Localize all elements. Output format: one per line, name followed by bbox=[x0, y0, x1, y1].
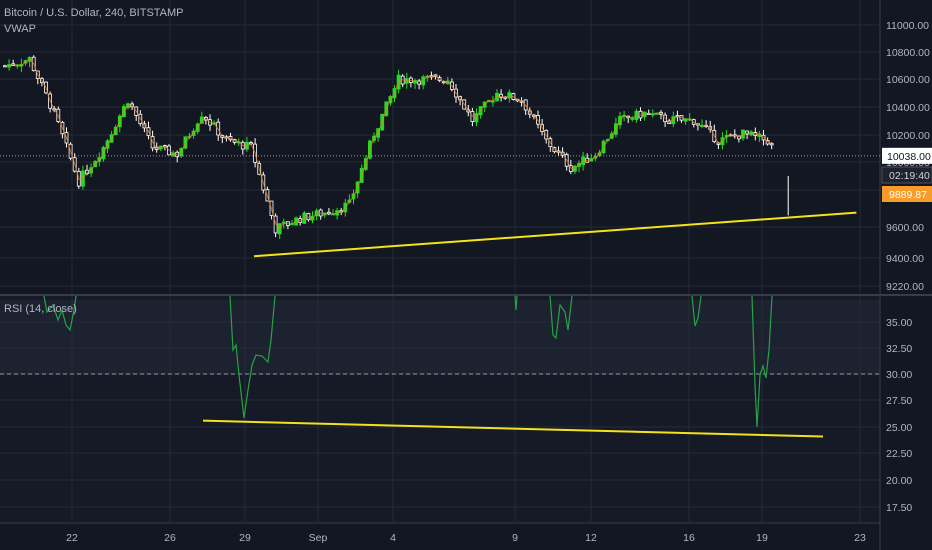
time-tick-label: 22 bbox=[66, 532, 78, 544]
time-tick-label: Sep bbox=[309, 532, 328, 544]
symbol-title: Bitcoin / U.S. Dollar, 240, BITSTAMP bbox=[4, 7, 184, 19]
rsi-line bbox=[514, 295, 518, 311]
rsi-tick-label: 27.50 bbox=[886, 395, 912, 407]
time-tick-label: 12 bbox=[585, 532, 597, 544]
rsi-line bbox=[751, 295, 773, 428]
rsi-band-fill bbox=[0, 299, 880, 374]
rsi-tick-label: 30.00 bbox=[886, 369, 912, 381]
candle-body bbox=[499, 93, 504, 98]
rsi-trendline[interactable] bbox=[202, 419, 824, 438]
crosshair-price-tag bbox=[882, 147, 932, 164]
rsi-indicator-label[interactable]: RSI (14, close) bbox=[4, 303, 77, 315]
rsi-tick-label: 25.00 bbox=[886, 422, 912, 434]
rsi-tick-label: 22.50 bbox=[886, 448, 912, 460]
price-tick-label: 9400.00 bbox=[886, 253, 924, 265]
price-tick-label: 9600.00 bbox=[886, 222, 924, 234]
countdown-text: 02:19:40 bbox=[889, 170, 930, 182]
time-tick-label: 23 bbox=[854, 532, 866, 544]
candle-body bbox=[417, 80, 422, 85]
time-tick-label: 26 bbox=[164, 532, 176, 544]
candle-body bbox=[306, 213, 311, 221]
time-tick-label: 9 bbox=[512, 532, 518, 544]
rsi-line bbox=[691, 295, 702, 327]
time-tick-label: 16 bbox=[683, 532, 695, 544]
price-tick-label: 10200.00 bbox=[886, 130, 930, 142]
vwap-indicator-label[interactable]: VWAP bbox=[4, 23, 36, 35]
rsi-tick-label: 35.00 bbox=[886, 317, 912, 329]
rsi-line bbox=[549, 295, 573, 340]
last-price-text: 9889.87 bbox=[889, 189, 927, 201]
rsi-line bbox=[229, 295, 276, 419]
time-tick-label: 4 bbox=[390, 532, 396, 544]
rsi-tick-label: 20.00 bbox=[886, 475, 912, 487]
candle-body bbox=[630, 117, 635, 120]
crosshair-price-text: 10038.00 bbox=[887, 151, 931, 163]
rsi-line bbox=[43, 295, 77, 332]
price-tick-label: 10400.00 bbox=[886, 102, 930, 114]
time-tick-label: 29 bbox=[239, 532, 251, 544]
price-tick-label: 9220.00 bbox=[886, 281, 924, 293]
rsi-tick-label: 17.50 bbox=[886, 502, 912, 514]
time-tick-label: 19 bbox=[756, 532, 768, 544]
price-tick-label: 10800.00 bbox=[886, 47, 930, 59]
last-price-tag bbox=[882, 186, 932, 202]
price-tick-label: 10600.00 bbox=[886, 74, 930, 86]
countdown-tag bbox=[881, 166, 932, 184]
price-tick-label: 11000.00 bbox=[886, 20, 929, 32]
vwap-line bbox=[4, 58, 772, 229]
rsi-tick-label: 32.50 bbox=[886, 343, 912, 355]
price-trendline[interactable] bbox=[253, 211, 857, 258]
